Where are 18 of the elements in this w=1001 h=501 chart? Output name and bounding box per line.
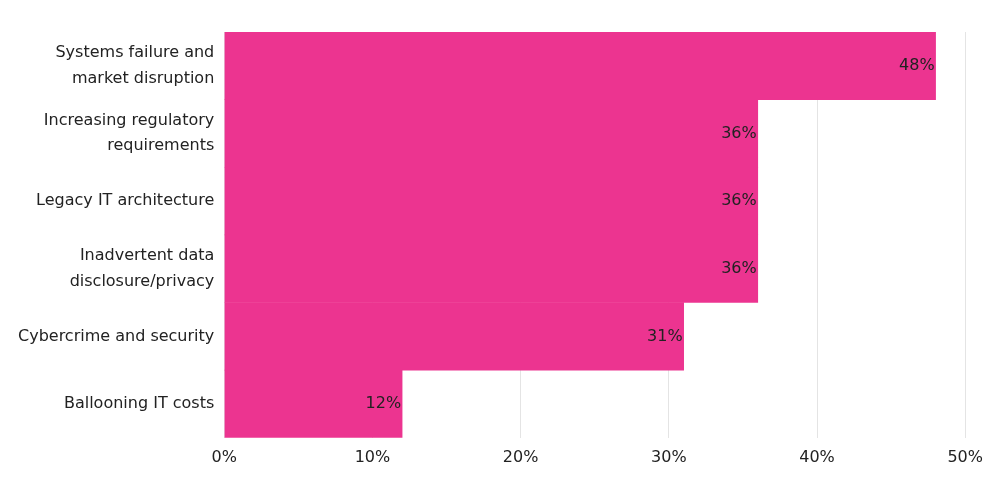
- x-tick-label: 30%: [651, 446, 687, 466]
- x-tick-label: 0%: [211, 446, 237, 466]
- data-label: 36%: [721, 190, 757, 210]
- y-tick-label: Ballooning IT costs: [63, 393, 215, 413]
- data-label: 48%: [899, 54, 935, 74]
- x-tick-label: 40%: [799, 446, 835, 466]
- data-label: 12%: [365, 393, 402, 413]
- y-tick-label: Cybercrime and security: [17, 325, 215, 345]
- x-tick-label: 10%: [354, 446, 391, 466]
- data-label: 36%: [721, 122, 757, 142]
- y-tick-label: Systems failure and market disruption: [55, 42, 215, 87]
- x-tick-label: 20%: [502, 446, 539, 466]
- y-tick-label: Increasing regulatory requirements: [43, 109, 215, 155]
- y-tick-label: Legacy IT architecture: [36, 190, 215, 210]
- x-tick-label: 50%: [947, 446, 983, 466]
- data-label: 36%: [721, 257, 757, 277]
- y-tick-label: Inadvertent data disclosure/privacy: [69, 245, 215, 290]
- data-label: 31%: [647, 325, 683, 345]
